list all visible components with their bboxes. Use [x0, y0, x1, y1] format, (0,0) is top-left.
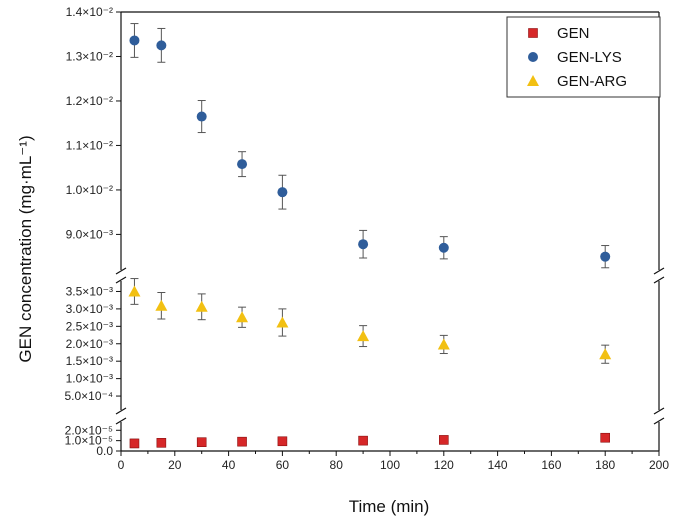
legend-marker-gen-lys: [528, 52, 538, 62]
point-gen-lys: [600, 251, 611, 262]
y-tick-label: 2.5×10⁻³: [66, 319, 113, 333]
axis-break-mark: [653, 276, 665, 284]
x-tick-label: 60: [276, 458, 290, 472]
point-gen: [129, 438, 140, 449]
x-axis-title: Time (min): [349, 497, 430, 516]
y-tick-label: 1.3×10⁻²: [66, 49, 113, 63]
y-tick-label: 3.5×10⁻³: [66, 284, 113, 298]
legend: GEN GEN-LYS GEN-ARG: [506, 16, 661, 98]
point-gen: [156, 438, 167, 448]
point-gen: [358, 435, 368, 446]
x-tick-label: 0: [118, 458, 125, 472]
point-gen-arg: [599, 348, 612, 360]
point-gen-arg: [128, 285, 141, 297]
point-gen-arg: [155, 299, 168, 311]
axis-break-mark: [653, 407, 665, 415]
point-gen: [600, 432, 611, 443]
y-tick-label: 9.0×10⁻³: [66, 227, 113, 241]
point-gen-lys: [438, 242, 449, 253]
y-tick-label: 1.4×10⁻²: [66, 5, 113, 19]
y-tick-label: 3.0×10⁻³: [66, 302, 113, 316]
x-tick-label: 20: [168, 458, 182, 472]
point-gen-lys: [358, 239, 369, 250]
point-gen: [438, 435, 449, 445]
x-tick-label: 100: [380, 458, 400, 472]
x-tick-label: 200: [649, 458, 669, 472]
axis-break-mark: [115, 276, 127, 284]
legend-label-gen-arg: GEN-ARG: [557, 73, 627, 90]
legend-label-gen: GEN: [557, 25, 590, 42]
y-tick-label: 1.0×10⁻³: [66, 372, 113, 386]
point-gen-lys: [129, 35, 140, 46]
x-tick-label: 140: [488, 458, 508, 472]
legend-marker-gen-arg: [527, 75, 539, 86]
x-tick-label: 120: [434, 458, 454, 472]
y-tick-label: 1.1×10⁻²: [66, 138, 113, 152]
point-gen: [277, 436, 288, 447]
legend-label-gen-lys: GEN-LYS: [557, 49, 622, 66]
point-gen: [196, 437, 207, 447]
point-gen-lys: [196, 111, 207, 122]
x-tick-label: 160: [541, 458, 561, 472]
y-tick-label: 0.0: [96, 444, 113, 458]
axes: 0 20 40 60 80 100 120 140 160 180 2000.01.0×10⁻⁵2.…: [64, 5, 669, 472]
y-tick-label: 1.2×10⁻²: [66, 94, 113, 108]
y-axis-title: GEN concentration (mg·mL⁻¹): [16, 135, 35, 362]
x-tick-label: 40: [222, 458, 236, 472]
axis-break-mark: [115, 417, 127, 425]
y-tick-label: 2.0×10⁻⁵: [65, 423, 113, 437]
y-tick-label: 1.5×10⁻³: [66, 354, 113, 368]
point-gen-arg: [357, 330, 370, 342]
axis-break-mark: [653, 417, 665, 425]
point-gen-lys: [237, 159, 248, 170]
point-gen-arg: [236, 311, 249, 323]
x-tick-label: 80: [330, 458, 344, 472]
point-gen-arg: [276, 316, 289, 328]
x-tick-label: 180: [595, 458, 615, 472]
point-gen: [237, 436, 247, 447]
point-gen-arg: [437, 338, 450, 350]
axis-break-mark: [115, 267, 127, 275]
y-tick-label: 2.0×10⁻³: [66, 337, 113, 351]
point-gen-arg: [195, 300, 208, 312]
y-tick-label: 1.0×10⁻⁵: [65, 434, 113, 448]
point-gen-lys: [156, 40, 167, 51]
y-tick-label: 1.0×10⁻²: [66, 183, 113, 197]
axis-break-mark: [115, 407, 127, 415]
axis-break-mark: [653, 267, 665, 275]
y-tick-label: 5.0×10⁻⁴: [64, 389, 113, 403]
data-marks: [128, 23, 612, 449]
legend-marker-gen: [528, 28, 538, 38]
point-gen-lys: [277, 187, 288, 198]
